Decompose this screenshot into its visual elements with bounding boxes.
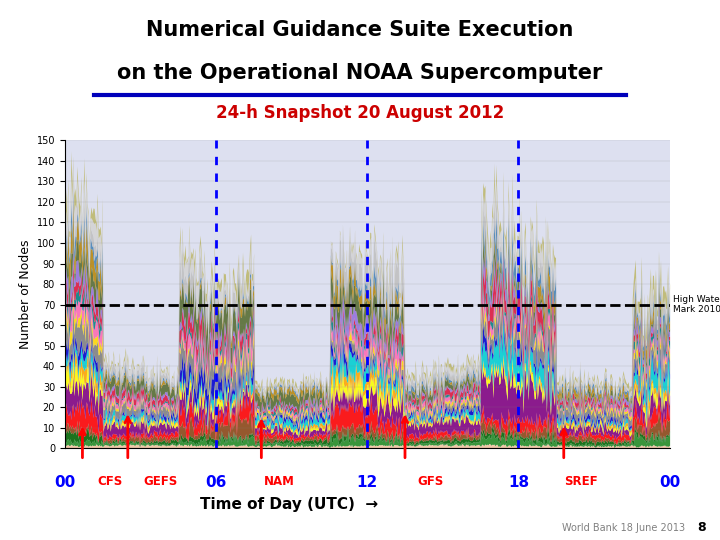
Text: GEFS: GEFS — [143, 475, 178, 488]
Text: 12: 12 — [356, 475, 378, 490]
Text: GFS: GFS — [417, 475, 444, 488]
Text: NAM: NAM — [264, 475, 294, 488]
Text: 00: 00 — [659, 475, 680, 490]
Text: on the Operational NOAA Supercomputer: on the Operational NOAA Supercomputer — [117, 63, 603, 83]
Text: 8: 8 — [698, 521, 706, 535]
Y-axis label: Number of Nodes: Number of Nodes — [19, 240, 32, 349]
Text: World Bank 18 June 2013: World Bank 18 June 2013 — [562, 523, 685, 533]
Text: 06: 06 — [205, 475, 227, 490]
Text: SREF: SREF — [564, 475, 598, 488]
Text: High Water
Mark 2010: High Water Mark 2010 — [673, 295, 720, 314]
Text: 18: 18 — [508, 475, 529, 490]
Text: Numerical Guidance Suite Execution: Numerical Guidance Suite Execution — [146, 20, 574, 40]
Text: Time of Day (UTC)  →: Time of Day (UTC) → — [199, 497, 377, 512]
Text: CFS: CFS — [97, 475, 123, 488]
Text: 24-h Snapshot 20 August 2012: 24-h Snapshot 20 August 2012 — [216, 104, 504, 123]
Text: 00: 00 — [54, 475, 76, 490]
